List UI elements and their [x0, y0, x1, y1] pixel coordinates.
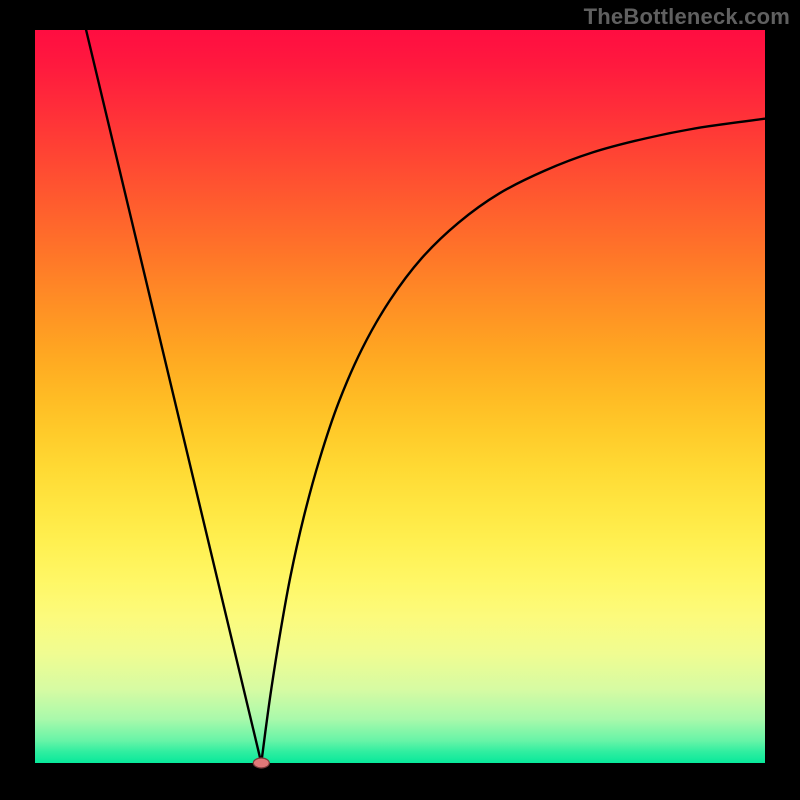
bottleneck-curve-chart	[0, 0, 800, 800]
watermark-text: TheBottleneck.com	[584, 4, 790, 30]
chart-stage: TheBottleneck.com	[0, 0, 800, 800]
